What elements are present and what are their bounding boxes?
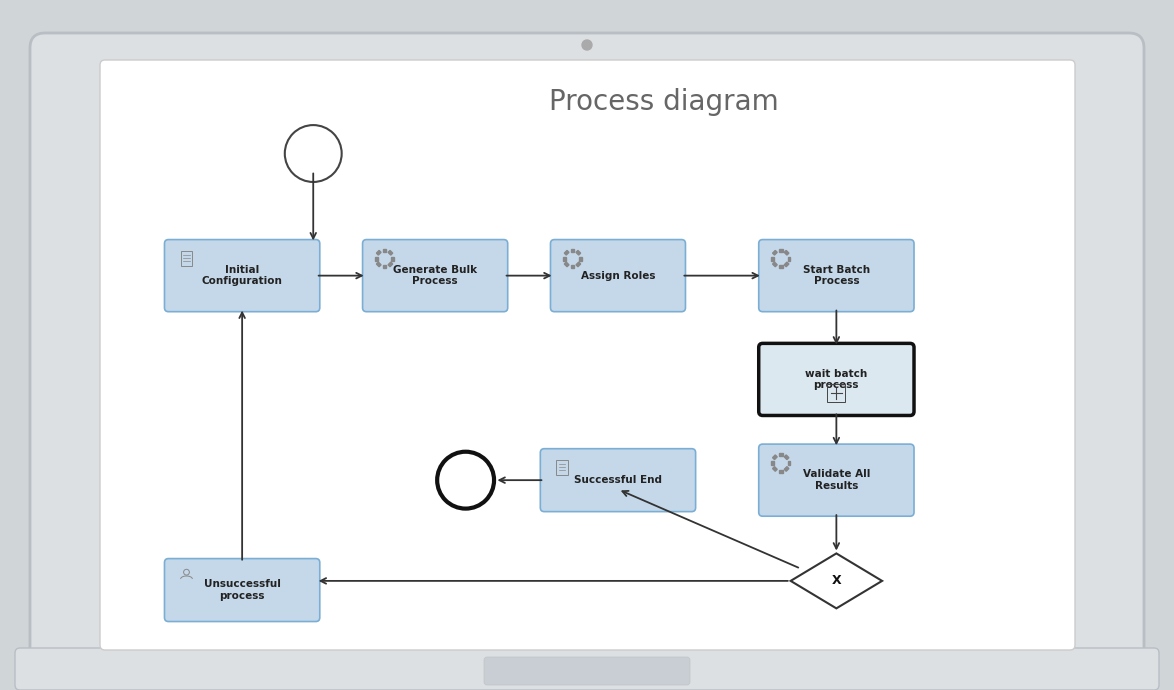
Bar — [778, 470, 783, 473]
Bar — [771, 461, 774, 465]
Text: Start Batch
Process: Start Batch Process — [803, 265, 870, 286]
FancyBboxPatch shape — [758, 344, 915, 415]
FancyBboxPatch shape — [758, 239, 915, 312]
FancyBboxPatch shape — [363, 239, 507, 312]
Text: wait batch
process: wait batch process — [805, 368, 868, 391]
Text: Assign Roles: Assign Roles — [581, 270, 655, 281]
Text: Successful End: Successful End — [574, 475, 662, 485]
Text: Process diagram: Process diagram — [548, 88, 778, 116]
Bar — [565, 262, 569, 267]
Bar — [377, 262, 382, 267]
Bar — [377, 250, 382, 255]
Bar — [784, 466, 789, 471]
Bar — [784, 262, 789, 267]
FancyBboxPatch shape — [100, 60, 1075, 650]
Circle shape — [582, 40, 592, 50]
Bar — [576, 250, 581, 255]
Bar — [772, 455, 777, 460]
Bar — [778, 453, 783, 456]
FancyBboxPatch shape — [758, 444, 915, 516]
Bar — [772, 466, 777, 471]
Bar — [565, 250, 569, 255]
Bar — [576, 262, 581, 267]
Bar — [772, 250, 777, 255]
Bar — [389, 262, 393, 267]
FancyBboxPatch shape — [540, 448, 696, 511]
Bar — [383, 249, 386, 252]
Bar — [772, 262, 777, 267]
Bar — [375, 257, 378, 261]
Bar — [771, 257, 774, 261]
FancyBboxPatch shape — [15, 648, 1159, 690]
Text: Initial
Configuration: Initial Configuration — [202, 265, 283, 286]
Bar — [391, 257, 394, 261]
FancyBboxPatch shape — [164, 559, 319, 622]
Bar — [562, 257, 566, 261]
Bar — [778, 266, 783, 268]
Bar — [784, 250, 789, 255]
FancyBboxPatch shape — [31, 33, 1143, 683]
Bar — [579, 257, 582, 261]
FancyBboxPatch shape — [164, 239, 319, 312]
FancyBboxPatch shape — [551, 239, 686, 312]
Text: Validate All
Results: Validate All Results — [803, 469, 870, 491]
Bar — [788, 257, 790, 261]
Bar — [788, 461, 790, 465]
Bar — [571, 249, 574, 252]
FancyBboxPatch shape — [484, 657, 690, 685]
Bar — [389, 250, 393, 255]
Bar — [778, 249, 783, 252]
Bar — [571, 266, 574, 268]
Bar — [784, 455, 789, 460]
Text: X: X — [831, 574, 842, 587]
Text: Unsuccessful
process: Unsuccessful process — [204, 579, 281, 601]
Bar — [383, 266, 386, 268]
Text: Generate Bulk
Process: Generate Bulk Process — [393, 265, 477, 286]
